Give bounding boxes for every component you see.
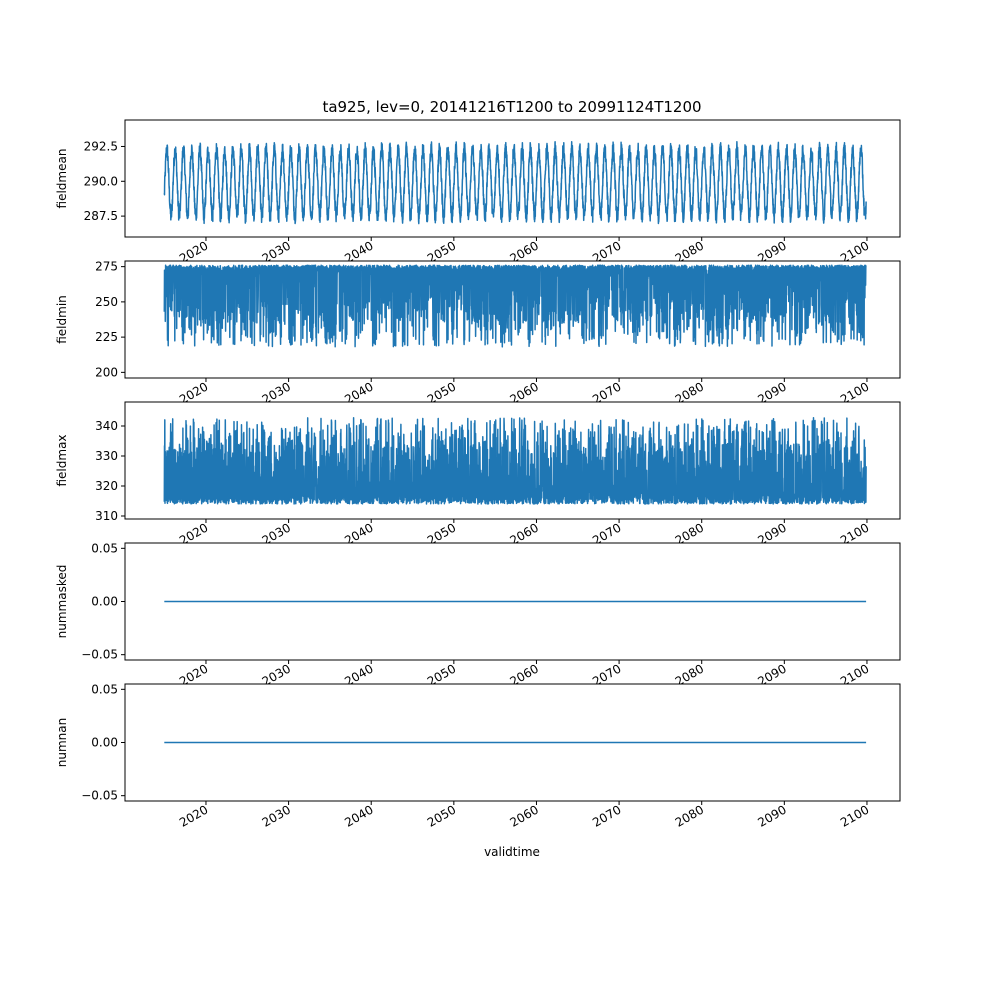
series-line-fieldmean	[163, 140, 867, 225]
y-tick-label: 0.05	[91, 682, 118, 696]
y-tick-label: 330	[95, 449, 118, 463]
axes-frame	[124, 401, 901, 520]
y-tick-label: 320	[95, 479, 118, 493]
x-tick-label: 2060	[508, 802, 541, 829]
x-tick-label: 2090	[755, 802, 788, 829]
x-tick-label: 2050	[425, 802, 458, 829]
y-tick-label: −0.05	[81, 648, 118, 662]
y-tick-label: 0.00	[91, 736, 118, 750]
y-tick-label: 0.00	[91, 595, 118, 609]
y-tick-label: 250	[95, 295, 118, 309]
subplots: 287.5 290.0 292.5 fieldmean 2020 2030 2040 2050…	[55, 119, 901, 830]
y-axis-label: nummasked	[55, 565, 69, 639]
y-tick-label: 287.5	[84, 209, 118, 223]
y-tick-label: 292.5	[84, 139, 118, 153]
series-line-fieldmax	[163, 417, 867, 505]
x-tick-label: 2030	[260, 802, 293, 829]
x-tick-label: 2100	[838, 802, 871, 829]
y-axis-label: fieldmin	[55, 295, 69, 344]
y-tick-label: −0.05	[81, 789, 118, 803]
series-line-fieldmin	[163, 264, 867, 348]
y-tick-label: 340	[95, 419, 118, 433]
y-tick-label: 290.0	[84, 174, 118, 188]
x-tick-label: 2070	[590, 802, 623, 829]
subplot-numnan: −0.05 0.00 0.05 numnan 2020 2030 2040 2050 2060 2…	[55, 682, 901, 830]
x-tick-label: 2020	[177, 802, 210, 829]
y-tick-label: 200	[95, 365, 118, 379]
axes-frame	[124, 260, 901, 379]
chart-title: ta925, lev=0, 20141216T1200 to 20991124T…	[322, 98, 701, 116]
y-tick-label: 275	[95, 260, 118, 274]
y-axis-label: fieldmean	[55, 149, 69, 209]
y-tick-label: 0.05	[91, 541, 118, 555]
x-tick-label: 2080	[673, 802, 706, 829]
y-tick-label: 225	[95, 330, 118, 344]
x-axis-label: validtime	[484, 845, 540, 859]
y-axis-label: fieldmax	[55, 434, 69, 486]
y-axis-label: numnan	[55, 718, 69, 767]
y-tick-label: 310	[95, 509, 118, 523]
x-tick-label: 2040	[342, 802, 375, 829]
axes-frame	[124, 119, 901, 238]
